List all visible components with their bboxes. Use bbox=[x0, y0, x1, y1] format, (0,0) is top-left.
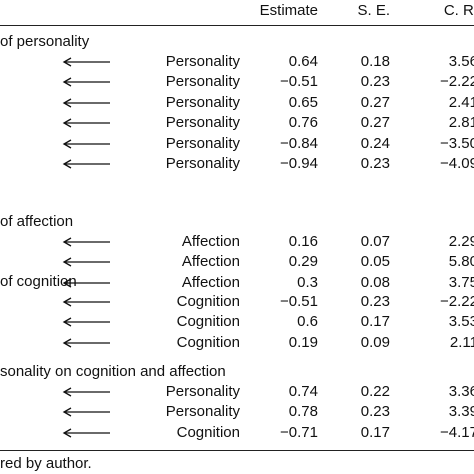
row-estimate: 0.29 bbox=[288, 253, 318, 270]
table-note: red by author. bbox=[0, 455, 92, 472]
section-title: of affection bbox=[0, 213, 74, 230]
row-se: 0.22 bbox=[360, 382, 390, 400]
row-se: 0.08 bbox=[360, 273, 390, 291]
row-label: Cognition bbox=[176, 292, 240, 310]
row-estimate: 0.3 bbox=[297, 273, 318, 291]
row-cr: 5.80 bbox=[448, 253, 474, 270]
row-label: Personality bbox=[165, 52, 240, 70]
row-cr: 3.53 bbox=[448, 313, 474, 330]
row-cr: −2.22 bbox=[440, 292, 474, 310]
row-se: 0.23 bbox=[360, 73, 390, 90]
row-estimate: −0.51 bbox=[280, 73, 318, 90]
row-label: Cognition bbox=[176, 313, 240, 330]
row-estimate: 0.16 bbox=[288, 232, 318, 250]
row-se: 0.24 bbox=[360, 134, 390, 152]
left-arrow-icon bbox=[62, 77, 110, 87]
row-estimate: −0.94 bbox=[280, 155, 318, 172]
row-se: 0.17 bbox=[360, 313, 390, 330]
section-title: of cognition bbox=[0, 273, 77, 290]
row-estimate: 0.78 bbox=[288, 403, 318, 420]
row-label: Affection bbox=[181, 232, 240, 250]
left-arrow-icon bbox=[62, 337, 110, 348]
row-estimate: 0.74 bbox=[288, 382, 318, 400]
row-estimate: 0.64 bbox=[288, 52, 318, 70]
left-arrow-icon bbox=[62, 317, 110, 327]
row-estimate: 0.19 bbox=[288, 333, 318, 351]
row-cr: −4.17 bbox=[440, 423, 474, 441]
row-estimate: 0.6 bbox=[297, 313, 318, 330]
row-se: 0.05 bbox=[360, 253, 390, 270]
bottom-rule bbox=[0, 450, 474, 451]
row-label: Cognition bbox=[176, 423, 240, 441]
left-arrow-icon bbox=[62, 138, 110, 149]
row-estimate: −0.51 bbox=[280, 292, 318, 310]
row-se: 0.27 bbox=[360, 114, 390, 131]
left-arrow-icon bbox=[62, 159, 110, 169]
row-cr: 2.81 bbox=[448, 114, 474, 131]
section-title: sonality on cognition and affection bbox=[0, 363, 226, 380]
row-cr: 2.41 bbox=[448, 93, 474, 111]
left-arrow-icon bbox=[62, 236, 110, 247]
row-se: 0.23 bbox=[360, 155, 390, 172]
row-cr: 3.39 bbox=[448, 403, 474, 420]
left-arrow-icon bbox=[62, 407, 110, 417]
row-se: 0.09 bbox=[360, 333, 390, 351]
row-estimate: −0.71 bbox=[280, 423, 318, 441]
left-arrow-icon bbox=[62, 118, 110, 128]
row-cr: 3.36 bbox=[448, 382, 474, 400]
row-label: Personality bbox=[165, 73, 240, 90]
header-estimate: Estimate bbox=[259, 2, 318, 19]
header-se: S. E. bbox=[357, 2, 390, 19]
row-se: 0.23 bbox=[360, 292, 390, 310]
left-arrow-icon bbox=[62, 56, 110, 67]
row-cr: −2.22 bbox=[440, 73, 474, 90]
row-cr: 2.11 bbox=[449, 333, 474, 351]
row-se: 0.18 bbox=[360, 52, 390, 70]
left-arrow-icon bbox=[62, 277, 110, 288]
left-arrow-icon bbox=[62, 257, 110, 267]
row-label: Affection bbox=[181, 273, 240, 291]
row-se: 0.07 bbox=[360, 232, 390, 250]
row-estimate: 0.76 bbox=[288, 114, 318, 131]
header-rule bbox=[0, 25, 474, 26]
row-estimate: 0.65 bbox=[288, 93, 318, 111]
left-arrow-icon bbox=[62, 386, 110, 397]
row-cr: 3.75 bbox=[448, 273, 474, 291]
header-cr: C. R. bbox=[443, 2, 474, 19]
section-title: of personality bbox=[0, 33, 90, 50]
row-label: Cognition bbox=[176, 333, 240, 351]
left-arrow-icon bbox=[62, 427, 110, 438]
row-label: Personality bbox=[165, 403, 240, 420]
row-cr: 3.56 bbox=[448, 52, 474, 70]
left-arrow-icon bbox=[62, 97, 110, 108]
row-label: Affection bbox=[181, 253, 240, 270]
row-estimate: −0.84 bbox=[280, 134, 318, 152]
row-se: 0.27 bbox=[360, 93, 390, 111]
row-label: Personality bbox=[165, 382, 240, 400]
row-cr: −4.09 bbox=[440, 155, 474, 172]
row-label: Personality bbox=[165, 93, 240, 111]
row-cr: −3.50 bbox=[440, 134, 474, 152]
row-label: Personality bbox=[165, 134, 240, 152]
row-se: 0.23 bbox=[360, 403, 390, 420]
row-label: Personality bbox=[165, 155, 240, 172]
row-cr: 2.29 bbox=[448, 232, 474, 250]
row-se: 0.17 bbox=[360, 423, 390, 441]
row-label: Personality bbox=[165, 114, 240, 131]
left-arrow-icon bbox=[62, 296, 110, 307]
